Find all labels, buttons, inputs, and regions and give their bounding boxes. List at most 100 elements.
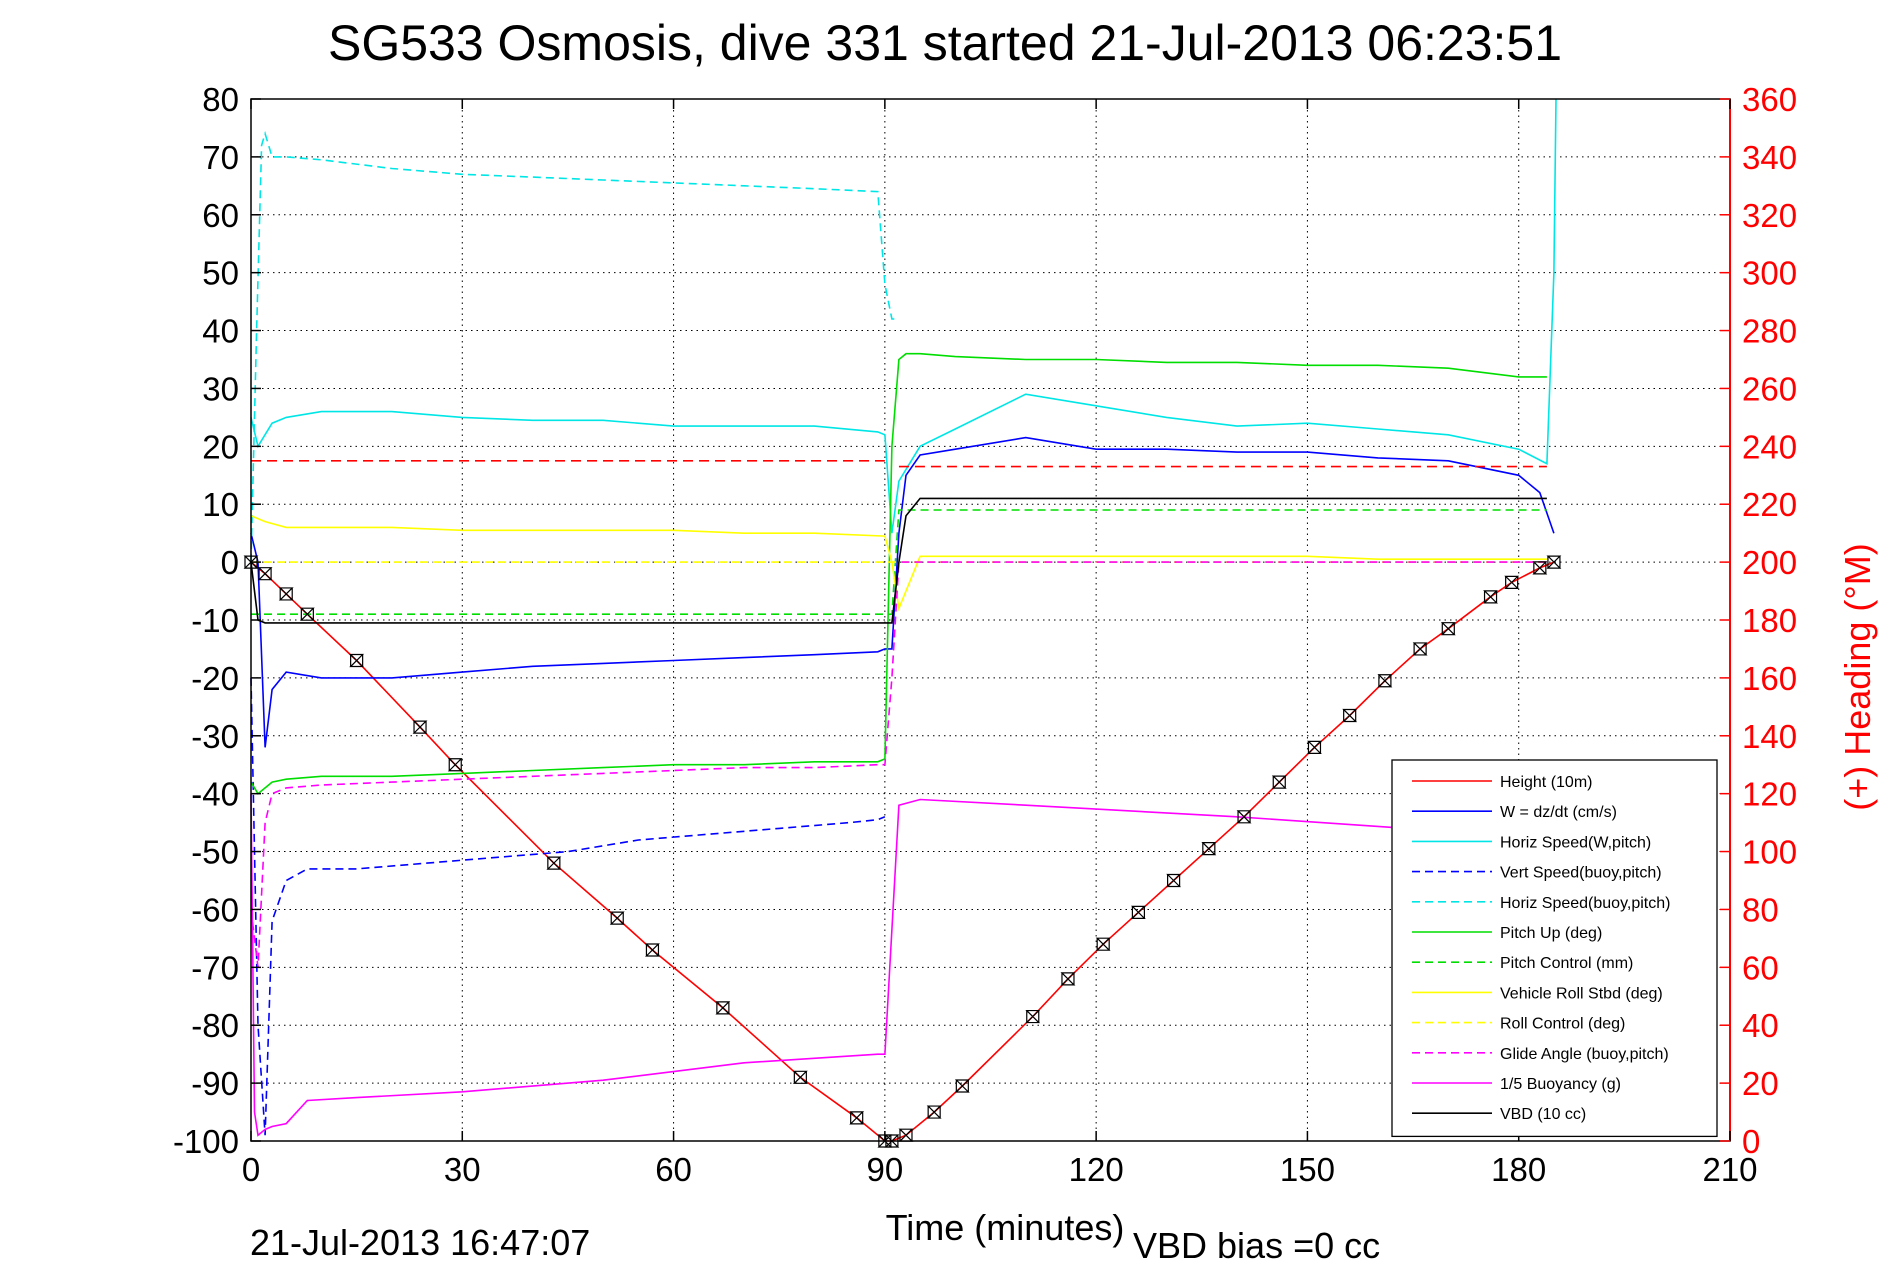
height-marker bbox=[954, 1079, 970, 1093]
legend-item: Horiz Speed(W,pitch) bbox=[1412, 834, 1651, 851]
height-marker bbox=[1271, 775, 1287, 789]
y-right-tick-label: 100 bbox=[1742, 834, 1797, 871]
height-marker bbox=[1060, 972, 1076, 986]
height-marker bbox=[1342, 708, 1358, 723]
y-right-tick-label: 240 bbox=[1742, 428, 1797, 465]
y-tick-label: -90 bbox=[191, 1065, 239, 1102]
y-tick-label: 70 bbox=[202, 139, 239, 176]
y-right-tick-label: 200 bbox=[1742, 544, 1797, 581]
series-line bbox=[250, 352, 1547, 795]
height-marker bbox=[609, 911, 625, 925]
y-tick-label: -10 bbox=[191, 602, 239, 639]
height-marker bbox=[447, 758, 463, 772]
legend-item: 1/5 Buoyancy (g) bbox=[1412, 1076, 1621, 1093]
series-line bbox=[250, 497, 1547, 624]
y-right-tick-label: 260 bbox=[1742, 370, 1797, 407]
legend-label: 1/5 Buoyancy (g) bbox=[1500, 1076, 1621, 1093]
y-right-tick-label: 120 bbox=[1742, 776, 1797, 813]
height-marker bbox=[1236, 810, 1252, 824]
chart-title: SG533 Osmosis, dive 331 started 21-Jul-2… bbox=[328, 15, 1562, 71]
x-axis-label: Time (minutes) bbox=[886, 1207, 1125, 1248]
y-tick-label: -70 bbox=[191, 949, 239, 986]
y-tick-label: 30 bbox=[202, 370, 239, 407]
height-marker bbox=[349, 653, 365, 668]
legend-item: W = dz/dt (cm/s) bbox=[1412, 804, 1617, 821]
y-tick-label: -100 bbox=[173, 1123, 239, 1160]
legend-label: Roll Control (deg) bbox=[1500, 1016, 1625, 1033]
y-right-tick-label: 0 bbox=[1742, 1123, 1760, 1160]
y-right-tick-label: 360 bbox=[1742, 81, 1797, 118]
legend-label: Pitch Up (deg) bbox=[1500, 925, 1602, 942]
height-marker bbox=[884, 1134, 900, 1148]
legend-item: Vehicle Roll Stbd (deg) bbox=[1412, 985, 1663, 1002]
series-line bbox=[250, 98, 1557, 534]
y-tick-label: -50 bbox=[191, 834, 239, 871]
x-tick-label: 0 bbox=[242, 1151, 260, 1188]
tick-labels: 0 30 60 90 120 150 180 210-100-90-80-70-60-50-4… bbox=[173, 81, 1797, 1188]
height-marker bbox=[1483, 590, 1498, 604]
height-marker bbox=[1307, 740, 1322, 754]
legend-label: VBD (10 cc) bbox=[1500, 1106, 1586, 1123]
height-marker bbox=[926, 1105, 942, 1119]
y-right-tick-label: 220 bbox=[1742, 486, 1797, 523]
plot-area bbox=[243, 98, 1562, 1148]
height-marker bbox=[644, 943, 660, 957]
height-marker bbox=[243, 555, 259, 569]
y-tick-label: -20 bbox=[191, 660, 239, 697]
height-marker bbox=[849, 1111, 865, 1125]
x-tick-label: 150 bbox=[1280, 1151, 1335, 1188]
x-tick-label: 30 bbox=[444, 1151, 481, 1188]
height-marker bbox=[1201, 842, 1217, 856]
y-right-tick-label: 320 bbox=[1742, 197, 1797, 234]
legend: Height (10m) W = dz/dt (cm/s) Horiz Speed(… bbox=[1391, 759, 1718, 1138]
y-tick-label: -80 bbox=[191, 1007, 239, 1044]
height-marker bbox=[412, 720, 428, 734]
y-tick-label: 40 bbox=[202, 313, 239, 350]
height-marker bbox=[1412, 642, 1428, 656]
right-y-axis-label: (+) Heading (°M) bbox=[1837, 543, 1878, 810]
legend-item: Height (10m) bbox=[1412, 774, 1592, 791]
legend-item: Vert Speed(buoy,pitch) bbox=[1412, 865, 1662, 882]
legend-item: VBD (10 cc) bbox=[1412, 1106, 1586, 1123]
height-marker bbox=[257, 567, 273, 581]
y-tick-label: 0 bbox=[221, 544, 239, 581]
series-line bbox=[250, 130, 899, 563]
y-tick-label: 10 bbox=[202, 486, 239, 523]
y-right-tick-label: 60 bbox=[1742, 949, 1779, 986]
y-right-tick-label: 160 bbox=[1742, 660, 1797, 697]
legend-item: Roll Control (deg) bbox=[1412, 1016, 1625, 1033]
y-right-tick-label: 140 bbox=[1742, 718, 1797, 755]
y-tick-label: -30 bbox=[191, 718, 239, 755]
y-right-tick-label: 80 bbox=[1742, 891, 1779, 928]
footer-vbd-bias: VBD bias =0 cc bbox=[1133, 1225, 1380, 1262]
legend-label: Pitch Control (mm) bbox=[1500, 955, 1633, 972]
series-line bbox=[250, 793, 1547, 1137]
y-tick-label: 80 bbox=[202, 81, 239, 118]
height-marker bbox=[278, 587, 294, 601]
y-tick-label: 20 bbox=[202, 428, 239, 465]
legend-item: Pitch Control (mm) bbox=[1412, 955, 1633, 972]
x-tick-label: 60 bbox=[655, 1151, 692, 1188]
height-marker bbox=[1504, 575, 1520, 589]
y-right-tick-label: 340 bbox=[1742, 139, 1797, 176]
legend-item: Glide Angle (buoy,pitch) bbox=[1412, 1046, 1669, 1063]
y-tick-label: -40 bbox=[191, 776, 239, 813]
height-marker bbox=[546, 856, 562, 870]
y-tick-label: -60 bbox=[191, 891, 239, 928]
y-right-tick-label: 20 bbox=[1742, 1065, 1779, 1102]
height-marker bbox=[1377, 674, 1393, 688]
legend-item: Horiz Speed(buoy,pitch) bbox=[1412, 895, 1670, 912]
x-tick-label: 180 bbox=[1491, 1151, 1546, 1188]
axes-frame bbox=[250, 98, 1731, 1142]
height-marker bbox=[1025, 1009, 1041, 1024]
legend-label: Horiz Speed(buoy,pitch) bbox=[1500, 895, 1670, 912]
y-right-tick-label: 300 bbox=[1742, 255, 1797, 292]
legend-label: Height (10m) bbox=[1500, 774, 1592, 791]
y-right-tick-label: 40 bbox=[1742, 1007, 1779, 1044]
series-line bbox=[250, 561, 1547, 968]
legend-label: W = dz/dt (cm/s) bbox=[1500, 804, 1617, 821]
legend-label: Vehicle Roll Stbd (deg) bbox=[1500, 985, 1663, 1002]
y-tick-label: 50 bbox=[202, 255, 239, 292]
height-marker bbox=[1166, 873, 1182, 888]
legend-label: Glide Angle (buoy,pitch) bbox=[1500, 1046, 1669, 1063]
